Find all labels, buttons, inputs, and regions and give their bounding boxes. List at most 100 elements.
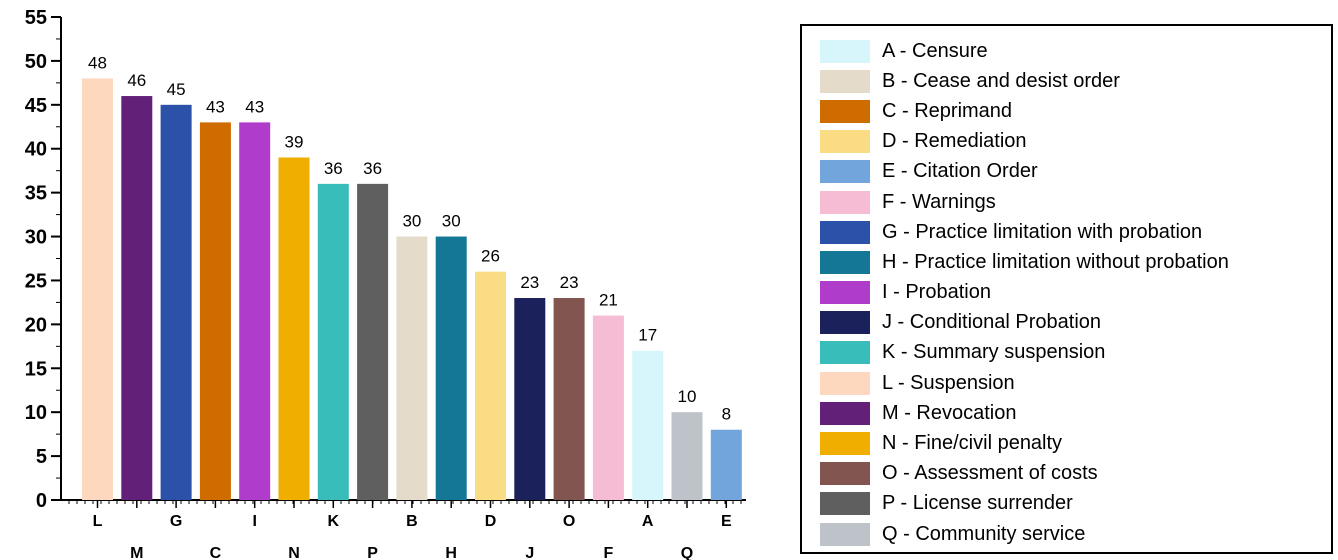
legend-item-I: I - Probation [820, 278, 1331, 308]
y-tick-label: 5 [36, 446, 47, 468]
bar-B [396, 236, 428, 500]
bar-C [199, 122, 231, 500]
y-tick-label: 20 [25, 314, 47, 336]
x-tick-label-J: J [525, 545, 534, 560]
x-tick-label-A: A [642, 513, 654, 530]
x-tick-label-B: B [406, 513, 418, 530]
legend-label: O - Assessment of costs [882, 462, 1098, 485]
bar-P [357, 183, 389, 500]
legend-label: K - Summary suspension [882, 341, 1106, 364]
x-tick-label-Q: Q [681, 545, 693, 560]
data-label-J: 23 [520, 273, 539, 292]
legend-swatch [820, 190, 870, 214]
legend-item-D: D - Remediation [820, 127, 1331, 157]
x-tick-label-D: D [485, 513, 497, 530]
data-label-P: 36 [363, 159, 382, 178]
data-label-K: 36 [324, 159, 343, 178]
data-label-G: 45 [167, 80, 186, 99]
legend-swatch [820, 432, 870, 456]
legend-item-H: H - Practice limitation without probatio… [820, 247, 1331, 277]
legend-swatch [820, 69, 870, 93]
y-tick-label: 50 [25, 51, 47, 73]
legend-swatch [820, 160, 870, 184]
data-label-Q: 10 [678, 387, 697, 406]
data-label-I: 43 [245, 97, 264, 116]
y-tick-label: 10 [25, 402, 47, 424]
data-label-O: 23 [560, 273, 579, 292]
legend-item-B: B - Cease and desist order [820, 66, 1331, 96]
legend-item-C: C - Reprimand [820, 96, 1331, 126]
data-label-H: 30 [442, 212, 461, 231]
legend-label: H - Practice limitation without probatio… [882, 250, 1229, 273]
x-tick-label-F: F [604, 545, 614, 560]
y-tick-label: 40 [25, 139, 47, 161]
legend-swatch [820, 220, 870, 244]
x-tick-label-M: M [130, 545, 143, 560]
legend-label: F - Warnings [882, 190, 996, 213]
legend-label: J - Conditional Probation [882, 311, 1102, 334]
bar-L [82, 78, 113, 501]
data-label-F: 21 [599, 291, 618, 310]
legend-label: E - Citation Order [882, 160, 1038, 183]
legend-item-N: N - Fine/civil penalty [820, 428, 1331, 458]
bar-N [278, 157, 310, 500]
legend: A - Censure B - Cease and desist order C -… [800, 24, 1333, 554]
data-label-A: 17 [638, 326, 657, 345]
legend-swatch [820, 522, 870, 546]
bar-K [317, 183, 349, 500]
legend-label: Q - Community service [882, 522, 1086, 545]
legend-item-L: L - Suspension [820, 368, 1331, 398]
legend-item-A: A - Censure [820, 36, 1331, 66]
legend-swatch [820, 462, 870, 486]
y-tick-label: 55 [25, 7, 47, 29]
legend-swatch [820, 39, 870, 63]
legend-swatch [820, 99, 870, 123]
x-tick-label-N: N [288, 545, 300, 560]
data-label-L: 48 [88, 53, 107, 72]
bar-F [592, 315, 624, 500]
legend-label: M - Revocation [882, 401, 1017, 424]
data-label-B: 30 [402, 212, 421, 231]
legend-swatch [820, 130, 870, 154]
y-tick-label: 35 [25, 183, 47, 205]
legend-swatch [820, 492, 870, 516]
y-axis: 0 5 10 15 20 25 30 35 40 45 50 55 [25, 7, 62, 512]
legend-item-F: F - Warnings [820, 187, 1331, 217]
data-labels: 48 46 45 43 43 39 36 36 30 30 26 23 23 21 17 10 8 [88, 53, 731, 423]
x-tick-label-O: O [563, 513, 575, 530]
y-tick-label: 15 [25, 358, 47, 380]
x-tick-label-P: P [367, 545, 378, 560]
bar-J [514, 298, 546, 500]
legend-item-E: E - Citation Order [820, 157, 1331, 187]
bar-M [121, 96, 153, 500]
bar-Q [671, 412, 703, 500]
legend-item-M: M - Revocation [820, 398, 1331, 428]
legend-swatch [820, 371, 870, 395]
y-tick-label: 25 [25, 270, 47, 292]
data-label-E: 8 [722, 405, 731, 424]
x-tick-label-C: C [210, 545, 222, 560]
legend-item-Q: Q - Community service [820, 519, 1331, 549]
y-tick-label: 45 [25, 95, 47, 117]
legend-swatch [820, 281, 870, 305]
y-tick-label: 30 [25, 227, 47, 249]
bar-H [435, 236, 467, 500]
bar-O [553, 298, 585, 500]
bar-A [632, 350, 664, 500]
legend-label: I - Probation [882, 281, 991, 304]
legend-label: A - Censure [882, 39, 988, 62]
legend-label: N - Fine/civil penalty [882, 432, 1063, 455]
bars [82, 78, 742, 501]
legend-swatch [820, 250, 870, 274]
legend-item-K: K - Summary suspension [820, 338, 1331, 368]
x-tick-label-G: G [170, 513, 182, 530]
x-tick-label-E: E [721, 513, 732, 530]
legend-label: B - Cease and desist order [882, 69, 1120, 92]
legend-item-P: P - License surrender [820, 489, 1331, 519]
legend-swatch [820, 311, 870, 335]
y-tick-label: 0 [36, 490, 47, 512]
data-label-C: 43 [206, 97, 225, 116]
legend-swatch [820, 401, 870, 425]
data-label-N: 39 [285, 133, 304, 152]
bar-chart: 0 5 10 15 20 25 30 35 40 45 50 55 L M G C I N K P B H D J O F A Q E… [25, 7, 746, 560]
